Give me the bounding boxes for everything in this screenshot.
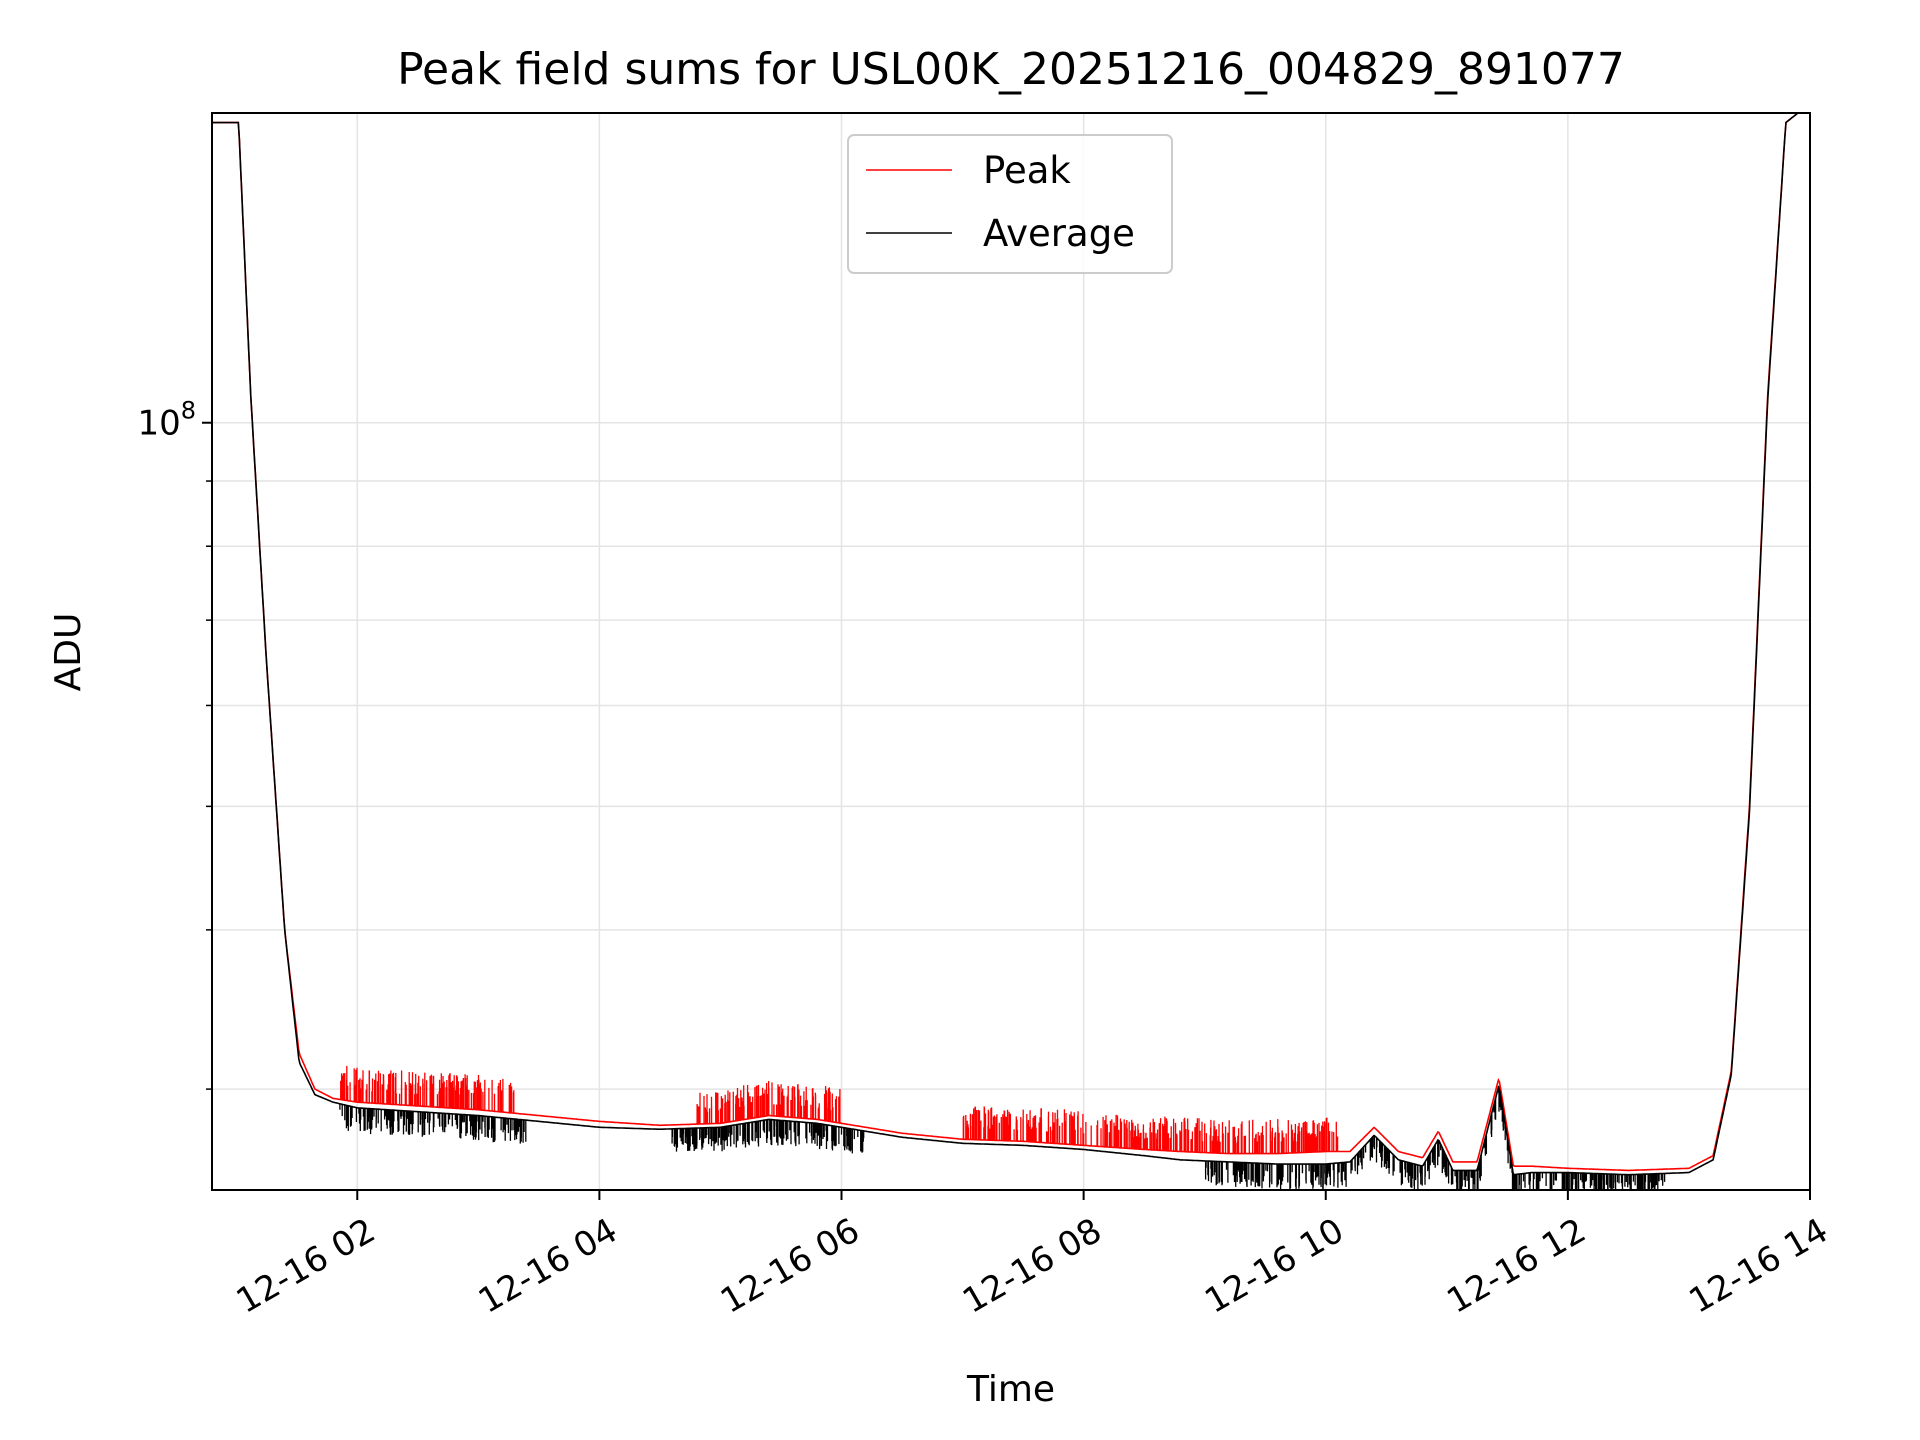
series-lines <box>212 113 1798 1190</box>
legend-average-label: Average <box>983 212 1135 255</box>
legend-peak-label: Peak <box>983 149 1071 192</box>
peak-spikes <box>340 1065 1339 1154</box>
y-axis-label: ADU <box>48 613 89 692</box>
legend: Peak Average <box>847 134 1173 274</box>
plot-frame <box>211 112 1811 1191</box>
average-noise <box>339 1086 1666 1190</box>
chart-title: Peak field sums for USL00K_20251216_0048… <box>397 44 1625 95</box>
x-axis-label: Time <box>966 1369 1055 1410</box>
